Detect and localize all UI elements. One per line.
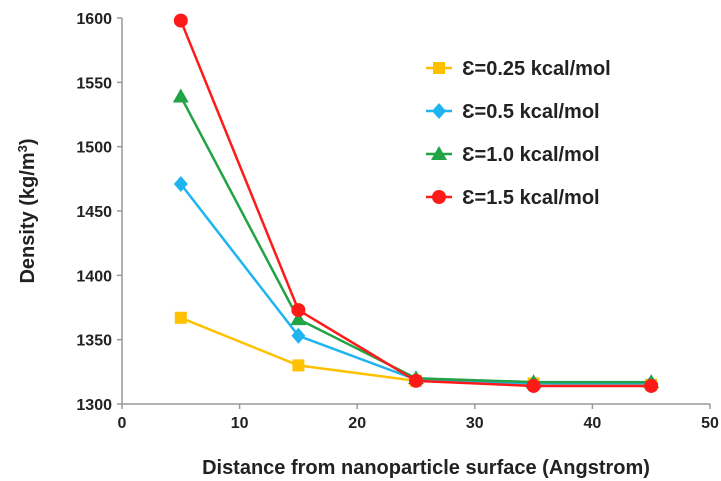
legend-item: Ɛ=0.5 kcal/mol bbox=[426, 101, 600, 123]
series-4 bbox=[173, 13, 659, 393]
y-tick-label: 1600 bbox=[76, 11, 112, 28]
x-tick-label: 40 bbox=[584, 415, 602, 432]
y-axis-title-close: ) bbox=[17, 138, 39, 145]
legend-label: Ɛ=1.0 kcal/mol bbox=[462, 144, 600, 166]
data-point-circle bbox=[526, 378, 541, 393]
series-line bbox=[179, 183, 652, 385]
data-point-triangle bbox=[431, 146, 447, 160]
x-axis-title: Distance from nanoparticle surface (Angs… bbox=[202, 457, 650, 479]
y-axis-title-superscript: 3 bbox=[15, 145, 30, 152]
data-point-diamond bbox=[432, 103, 446, 119]
data-point-diamond bbox=[291, 327, 306, 344]
legend: Ɛ=0.25 kcal/mol Ɛ=0.5 kcal/mol Ɛ=1.0 kcal/… bbox=[426, 58, 611, 209]
data-point-diamond bbox=[173, 175, 188, 192]
legend-label: Ɛ=0.25 kcal/mol bbox=[462, 58, 611, 80]
y-tick-label: 1500 bbox=[76, 140, 112, 157]
legend-label: Ɛ=1.5 kcal/mol bbox=[462, 187, 600, 209]
data-point-square bbox=[292, 359, 305, 372]
axes bbox=[121, 18, 710, 405]
y-tick-label: 1300 bbox=[76, 397, 112, 414]
series-group bbox=[172, 13, 660, 393]
y-tick-label: 1450 bbox=[76, 204, 112, 221]
data-point-circle bbox=[644, 378, 659, 393]
y-ticks: 1300 1350 1400 1450 1500 1550 1600 bbox=[76, 11, 122, 414]
y-tick-label: 1400 bbox=[76, 268, 112, 285]
series-line bbox=[179, 95, 652, 384]
legend-item: Ɛ=0.25 kcal/mol bbox=[426, 58, 611, 80]
x-ticks: 0 10 20 30 40 50 bbox=[118, 404, 719, 432]
x-tick-label: 50 bbox=[701, 415, 719, 432]
legend-label: Ɛ=0.5 kcal/mol bbox=[462, 101, 600, 123]
y-tick-label: 1350 bbox=[76, 333, 112, 350]
x-tick-label: 10 bbox=[231, 415, 249, 432]
y-tick-label: 1550 bbox=[76, 75, 112, 92]
legend-item: Ɛ=1.5 kcal/mol bbox=[426, 187, 600, 209]
data-point-triangle bbox=[290, 311, 307, 326]
data-point-circle bbox=[432, 190, 446, 204]
x-tick-label: 30 bbox=[466, 415, 484, 432]
data-point-circle bbox=[409, 373, 423, 388]
data-point-square bbox=[174, 311, 187, 324]
data-point-square bbox=[433, 62, 445, 74]
x-tick-label: 0 bbox=[118, 415, 127, 432]
y-axis-title: Density (kg/m3) bbox=[15, 138, 39, 283]
y-axis-title-main: Density (kg/m bbox=[17, 152, 39, 283]
x-tick-label: 20 bbox=[348, 415, 366, 432]
data-point-circle bbox=[173, 13, 188, 28]
legend-item: Ɛ=1.0 kcal/mol bbox=[426, 144, 600, 166]
data-point-triangle bbox=[172, 88, 189, 103]
data-point-circle bbox=[291, 303, 306, 318]
